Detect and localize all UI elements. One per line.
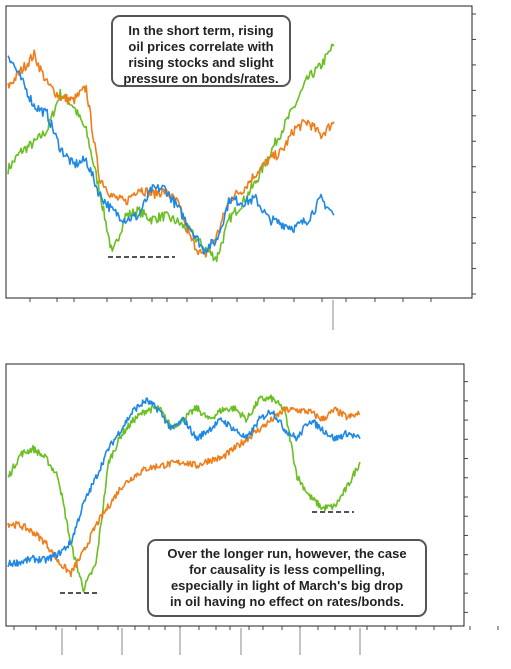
callout-text: In the short term, rising oil prices corr… — [123, 23, 278, 86]
callout-text: Over the longer run, however, the case fo… — [167, 546, 406, 609]
callout-line: In the short term, rising — [128, 23, 273, 38]
callout-long-term: Over the longer run, however, the case fo… — [147, 539, 427, 617]
callout-line: for causality is less compelling, — [189, 562, 385, 577]
callout-line: Over the longer run, however, the case — [167, 546, 406, 561]
callout-line: in oil having no effect on rates/bonds. — [170, 594, 404, 609]
long-term-chart — [5, 363, 499, 655]
short-term-chart — [5, 5, 476, 330]
callout-box — [147, 539, 427, 617]
plot-frame — [5, 5, 473, 299]
series-line-rates — [7, 397, 361, 568]
plot-frame — [5, 363, 465, 627]
series-line-rates — [7, 55, 335, 255]
callout-short-term: In the short term, rising oil prices corr… — [111, 15, 291, 87]
callout-box — [111, 15, 291, 87]
series-line-stocks — [7, 406, 361, 578]
callout-line: rising stocks and slight — [128, 55, 274, 70]
callout-line: especially in light of March's big drop — [171, 578, 403, 593]
callout-line: oil prices correlate with — [128, 39, 273, 54]
callout-line: pressure on bonds/rates. — [123, 71, 278, 86]
